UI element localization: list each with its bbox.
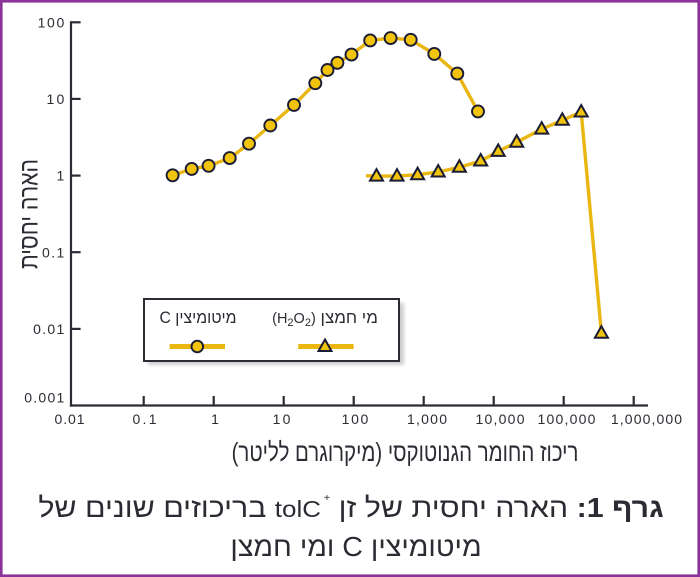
svg-text:100,000: 100,000 <box>538 411 596 427</box>
svg-text:1: 1 <box>57 168 65 184</box>
svg-text:100: 100 <box>342 411 369 427</box>
svg-text:1: 1 <box>211 411 219 427</box>
svg-text:1,000: 1,000 <box>407 411 447 427</box>
svg-text:100: 100 <box>38 14 65 30</box>
svg-text:0.1: 0.1 <box>133 411 157 427</box>
svg-text:1,000,000: 1,000,000 <box>611 411 682 427</box>
svg-text:0.01: 0.01 <box>55 411 85 427</box>
svg-text:0.1: 0.1 <box>42 244 65 260</box>
svg-text:0.01: 0.01 <box>33 321 64 337</box>
svg-text:10,000: 10,000 <box>476 411 525 427</box>
svg-text:0.001: 0.001 <box>24 389 64 405</box>
